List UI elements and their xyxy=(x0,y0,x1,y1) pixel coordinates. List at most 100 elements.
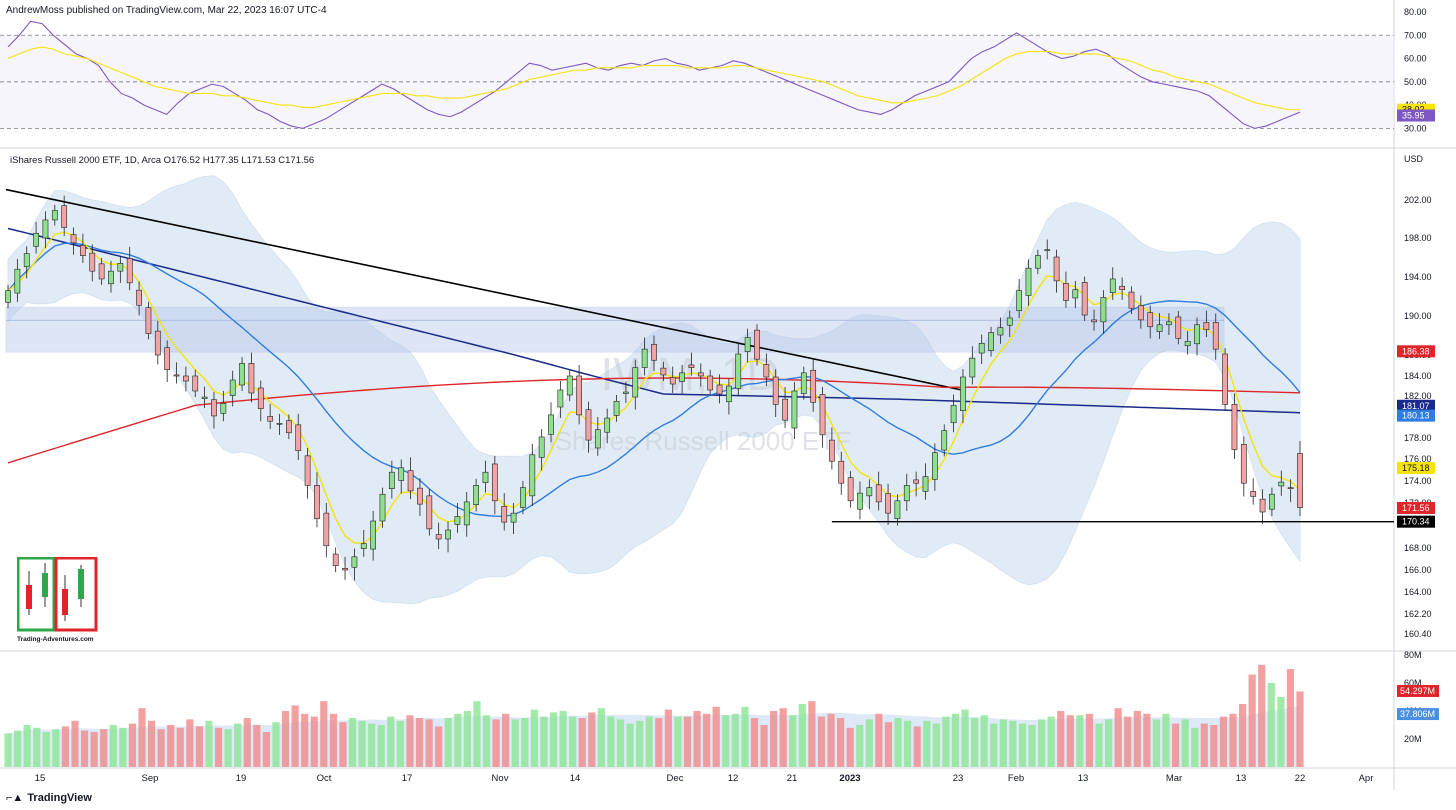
price-tag: 170.34 xyxy=(1402,517,1430,527)
candle-down xyxy=(697,372,704,377)
price-tag-bg xyxy=(1397,515,1435,528)
time-tick-label: Mar xyxy=(1166,773,1182,784)
candle-down xyxy=(1240,443,1247,484)
volume-bar xyxy=(856,725,864,767)
volume-bar xyxy=(100,729,108,767)
price-tag: 186.38 xyxy=(1402,346,1430,356)
candle-up xyxy=(1006,317,1013,326)
volume-bar xyxy=(482,715,491,767)
volume-bar xyxy=(770,711,778,767)
price-tag-bg xyxy=(1397,409,1435,422)
time-tick-label: Dec xyxy=(667,773,684,784)
candle-up xyxy=(5,290,11,303)
volume-bar xyxy=(435,726,443,767)
volume-bar xyxy=(310,716,318,767)
candle-up xyxy=(1194,324,1200,345)
price-tick-label: 178.00 xyxy=(1404,433,1432,443)
candle-up xyxy=(454,516,461,525)
volume-bar xyxy=(674,716,682,767)
volume-bar xyxy=(1124,716,1132,767)
price-tag: 175.18 xyxy=(1402,463,1430,473)
candle-up xyxy=(903,485,910,502)
rsi-tick-label: 60.00 xyxy=(1404,54,1427,64)
volume-tag-bg xyxy=(1397,684,1439,697)
candle-up xyxy=(931,452,938,480)
ma-navy-line xyxy=(7,227,1301,414)
volume-bar xyxy=(636,720,644,767)
candle-down xyxy=(304,455,311,486)
candle-up xyxy=(941,430,948,451)
candle-down xyxy=(1063,283,1069,301)
candle-down xyxy=(332,553,339,566)
volume-bar xyxy=(444,718,452,767)
candle-down xyxy=(669,377,676,385)
candle-up xyxy=(988,332,994,351)
price-tag: 180.13 xyxy=(1402,411,1430,421)
volume-bar xyxy=(1095,723,1103,767)
candle-up xyxy=(604,417,611,433)
rsi-tick-label: 80.00 xyxy=(1404,7,1427,17)
candle-up xyxy=(594,429,601,449)
price-tick-label: 198.00 xyxy=(1404,233,1432,243)
volume-bar xyxy=(1210,725,1218,767)
volume-bar xyxy=(195,726,203,767)
candle-down xyxy=(1231,404,1238,450)
candle-up xyxy=(791,390,798,429)
tradingview-footer[interactable]: ⌐▲ TradingView xyxy=(6,792,92,804)
candle-down xyxy=(154,330,161,356)
volume-bar xyxy=(415,718,424,767)
candle-up xyxy=(613,400,620,416)
candle-down xyxy=(435,534,442,540)
candle-up xyxy=(866,487,873,497)
volume-bar xyxy=(234,723,242,767)
volume-bar xyxy=(798,704,806,767)
bollinger-band-fill xyxy=(7,175,1301,605)
volume-bar xyxy=(1238,704,1247,767)
volume-bar xyxy=(645,716,653,767)
candle-down xyxy=(98,263,105,280)
volume-bar xyxy=(789,715,797,767)
volume-bar xyxy=(607,716,615,767)
volume-bar xyxy=(1085,713,1094,767)
candle-down xyxy=(1222,353,1228,405)
candle-down xyxy=(248,363,255,394)
volume-bar xyxy=(569,716,577,767)
candle-up xyxy=(379,493,386,522)
candle-up xyxy=(239,363,245,386)
volume-bar xyxy=(71,720,79,767)
candle-up xyxy=(276,422,283,425)
volume-bar xyxy=(1181,719,1189,767)
volume-bar xyxy=(1200,723,1208,767)
volume-bar xyxy=(655,718,663,767)
candle-up xyxy=(482,471,489,483)
candle-down xyxy=(80,245,86,256)
volume-bar xyxy=(875,713,883,767)
volume-bar xyxy=(1267,683,1275,767)
candle-down xyxy=(1259,498,1266,513)
time-tick-label: Feb xyxy=(1008,773,1024,784)
candle-up xyxy=(857,492,863,510)
tradingview-brand: TradingView xyxy=(27,792,92,804)
price-tick-label: 160.40 xyxy=(1404,629,1432,639)
volume-bar xyxy=(1277,697,1285,767)
volume-bar xyxy=(358,720,366,767)
time-tick-label: 17 xyxy=(402,773,413,784)
price-tick-label: 168.00 xyxy=(1404,543,1432,553)
price-tick-label: 164.00 xyxy=(1404,587,1432,597)
volume-bar xyxy=(396,720,404,767)
time-tick-label: 2023 xyxy=(839,773,860,784)
candle-down xyxy=(173,374,180,377)
volume-bar xyxy=(23,725,31,767)
candle-up xyxy=(201,396,208,399)
candle-up xyxy=(800,372,807,394)
candle-down xyxy=(1137,305,1144,321)
volume-bar xyxy=(616,719,625,767)
price-tick-label: 174.00 xyxy=(1404,476,1432,486)
volume-bar xyxy=(52,729,60,767)
rsi-tag: 35.95 xyxy=(1402,111,1425,121)
candle-down xyxy=(164,347,171,371)
time-tick-label: 12 xyxy=(728,773,739,784)
volume-bar xyxy=(205,720,213,767)
